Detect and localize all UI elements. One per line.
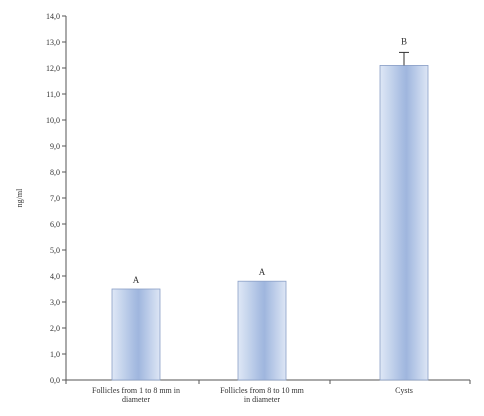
y-tick-label: 0,0 — [50, 376, 60, 385]
significance-label: A — [259, 267, 266, 277]
y-tick-label: 3,0 — [50, 298, 60, 307]
y-tick-label: 12,0 — [46, 64, 60, 73]
x-category-label: Follicles from 8 to 10 mm — [220, 386, 305, 395]
bar — [111, 288, 161, 381]
x-category-label: in diameter — [244, 395, 281, 404]
x-category-label: Cysts — [395, 386, 413, 395]
y-tick-label: 7,0 — [50, 194, 60, 203]
y-tick-label: 5,0 — [50, 246, 60, 255]
y-tick-label: 2,0 — [50, 324, 60, 333]
x-category-label: Follicles from 1 to 8 mm in — [92, 386, 180, 395]
y-tick-label: 8,0 — [50, 168, 60, 177]
y-tick-label: 11,0 — [46, 90, 60, 99]
significance-label: A — [133, 275, 140, 285]
bar — [379, 65, 429, 381]
y-axis-label: ng/ml — [15, 188, 24, 207]
chart-marks: 0,0 1,0 2,0 3,0 4,0 5,0 6,0 7,0 8,0 9,0 10,0 11,0 12… — [15, 12, 471, 404]
y-tick-label: 9,0 — [50, 142, 60, 151]
significance-label: B — [401, 36, 407, 46]
x-category-label: diameter — [122, 395, 150, 404]
y-tick-label: 6,0 — [50, 220, 60, 229]
y-tick-label: 1,0 — [50, 350, 60, 359]
y-tick-label: 13,0 — [46, 38, 60, 47]
y-tick-label: 14,0 — [46, 12, 60, 21]
y-tick-label: 4,0 — [50, 272, 60, 281]
bar — [237, 280, 287, 381]
y-tick-label: 10,0 — [46, 116, 60, 125]
